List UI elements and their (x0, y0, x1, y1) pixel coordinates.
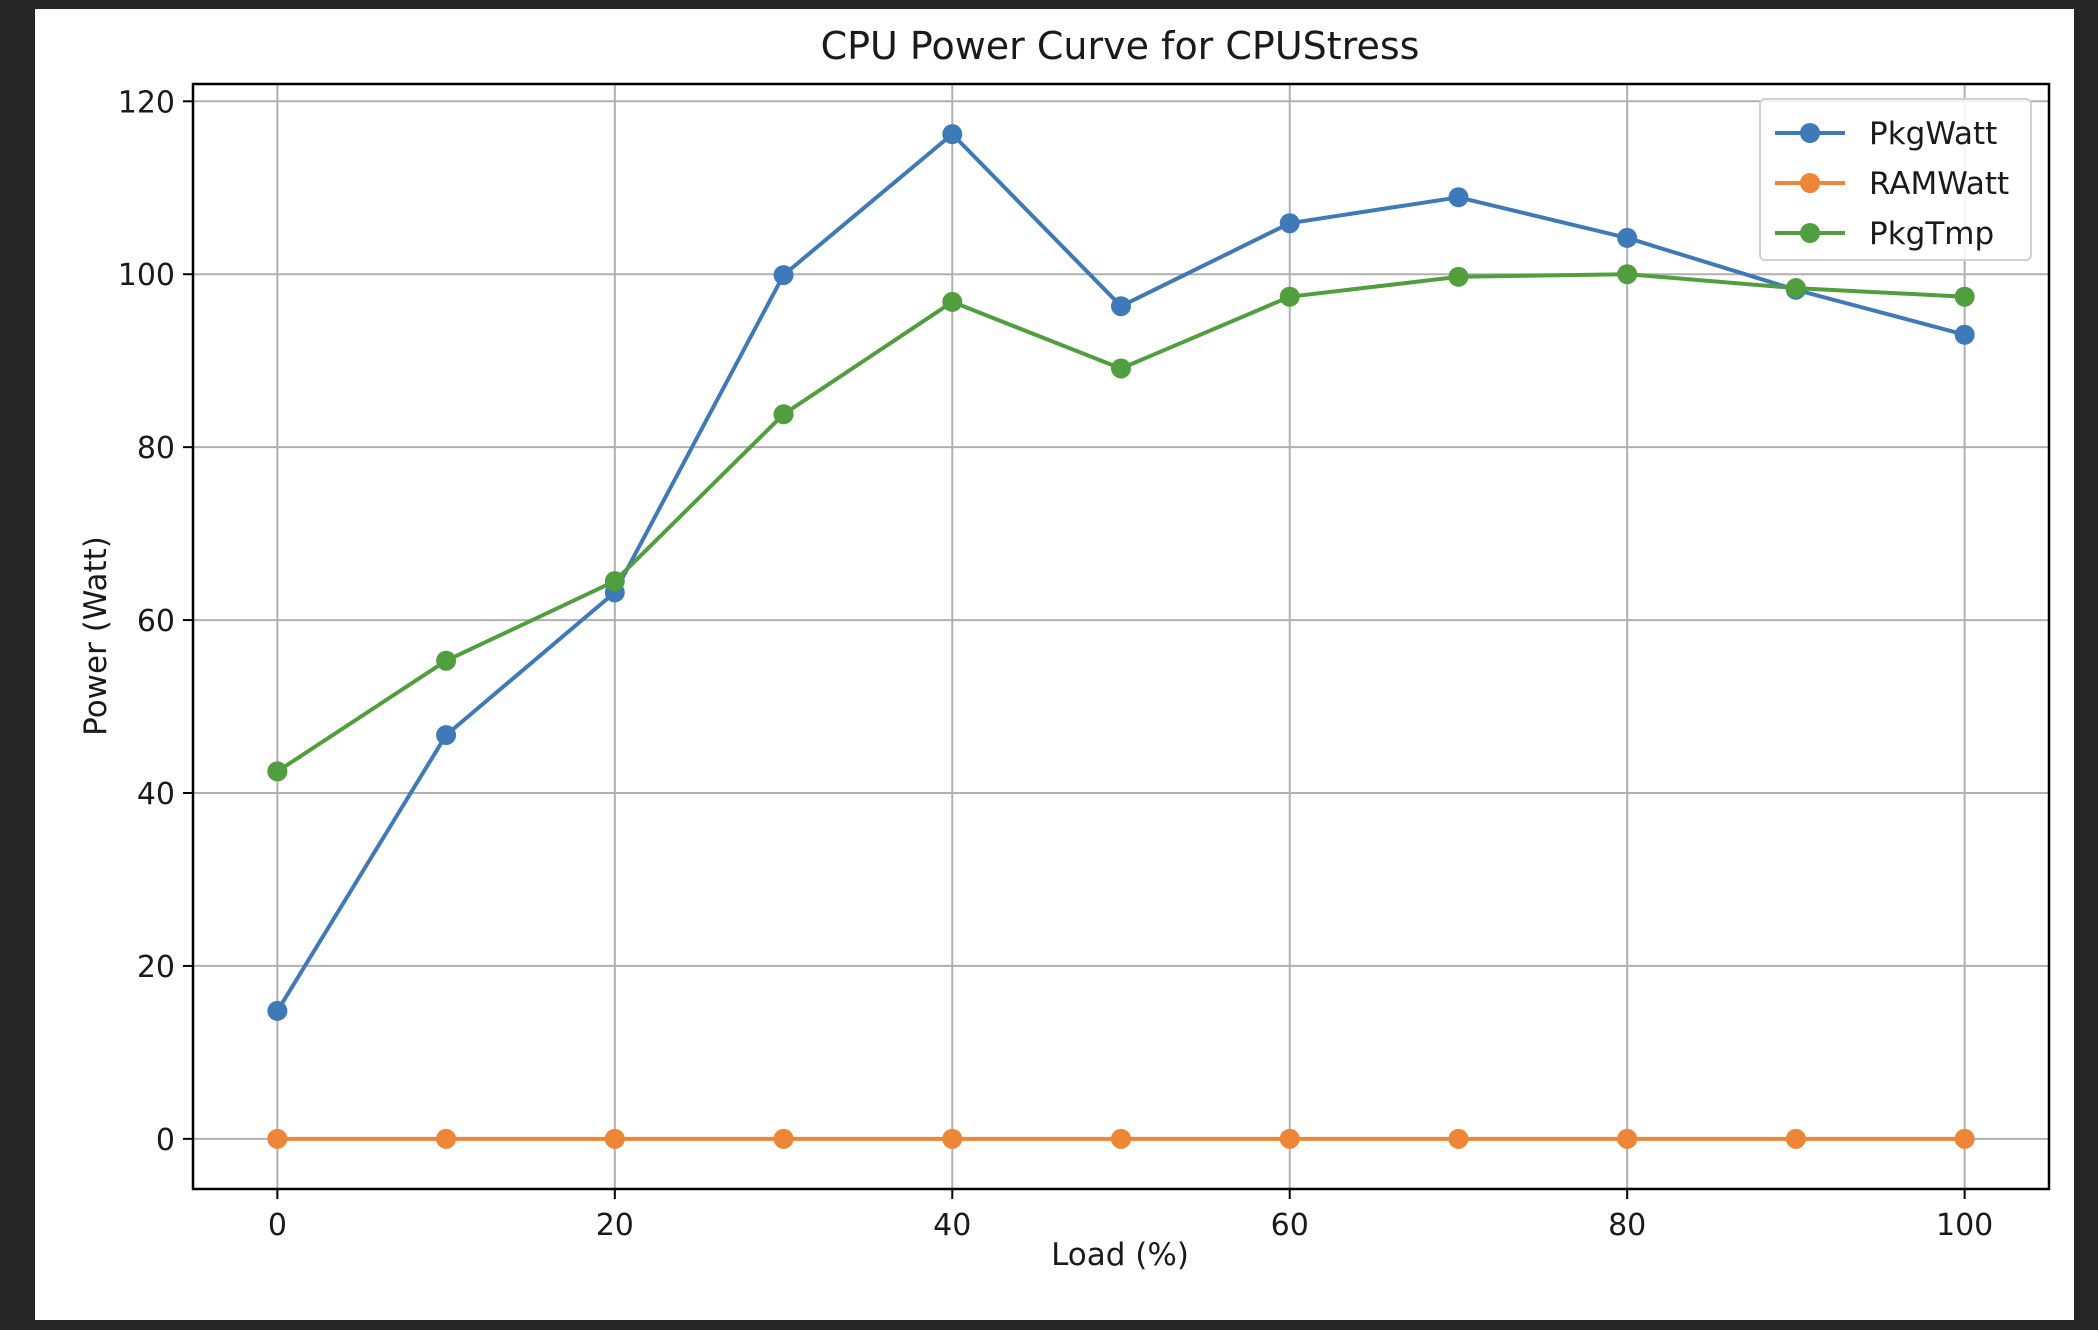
data-point (942, 1128, 963, 1149)
data-point (1617, 227, 1638, 248)
legend-label: PkgTmp (1869, 216, 1994, 252)
series-ramwatt (267, 1128, 1975, 1149)
data-point (1785, 1128, 1806, 1149)
data-point (1954, 286, 1975, 307)
data-point (1279, 1128, 1300, 1149)
series-pkgtmp (267, 264, 1975, 782)
data-point (267, 1128, 288, 1149)
y-tick-label: 20 (137, 950, 175, 985)
y-tick-label: 60 (137, 604, 175, 639)
data-point (1448, 1128, 1469, 1149)
legend-label: RAMWatt (1869, 166, 2009, 202)
series-pkgwatt (267, 124, 1975, 1021)
data-point (773, 1128, 794, 1149)
legend-item: PkgTmp (1775, 216, 1994, 252)
data-point (1448, 266, 1469, 287)
x-tick-label: 0 (268, 1208, 287, 1243)
data-point (1954, 1128, 1975, 1149)
data-point (604, 571, 625, 592)
x-tick-label: 80 (1608, 1208, 1646, 1243)
y-tick-label: 0 (156, 1123, 175, 1158)
x-axis-ticks: 0 20 40 60 80 100 (268, 1189, 1993, 1243)
data-point (1111, 296, 1131, 317)
chart-title: CPU Power Curve for CPUStress (821, 24, 1420, 68)
data-point (436, 725, 457, 746)
y-tick-label: 40 (137, 777, 175, 812)
data-point (773, 265, 794, 286)
data-point (1279, 286, 1300, 307)
legend-item: RAMWatt (1775, 166, 2009, 202)
y-axis-label: Power (Watt) (78, 536, 114, 736)
y-tick-label: 80 (137, 431, 175, 466)
legend-marker (1800, 173, 1820, 193)
data-point (942, 291, 963, 312)
data-point (773, 404, 794, 425)
legend: PkgWatt RAMWatt PkgTmp (1759, 98, 2032, 261)
plot-area (191, 82, 2051, 1191)
legend-marker (1800, 123, 1820, 143)
data-point (1785, 278, 1806, 299)
figure-canvas: CPU Power Curve for CPUStress 0 20 40 60 80 1… (35, 9, 2074, 1320)
legend-box (1759, 98, 2032, 261)
y-tick-label: 120 (118, 85, 175, 120)
data-point (1279, 213, 1300, 234)
x-tick-label: 100 (1936, 1208, 1993, 1243)
y-axis-ticks: 0 20 40 60 80 100 120 (118, 85, 193, 1158)
y-tick-label: 100 (118, 258, 175, 293)
legend-item: PkgWatt (1775, 116, 1997, 152)
x-tick-label: 20 (596, 1208, 634, 1243)
data-point (1617, 1128, 1638, 1149)
data-point (267, 761, 288, 782)
data-point (436, 650, 457, 671)
data-point (1111, 1128, 1131, 1149)
x-tick-label: 40 (933, 1208, 971, 1243)
data-point (436, 1128, 457, 1149)
series-line (276, 272, 1965, 774)
series-line (275, 132, 1966, 1012)
legend-label: PkgWatt (1869, 116, 1997, 152)
x-tick-label: 60 (1271, 1208, 1309, 1243)
line-chart: CPU Power Curve for CPUStress 0 20 40 60 80 1… (78, 24, 2051, 1273)
gridlines (193, 84, 2049, 1189)
data-point (604, 1128, 625, 1149)
data-point (1448, 187, 1469, 208)
data-point (1111, 358, 1131, 379)
x-axis-label: Load (%) (1051, 1237, 1189, 1273)
data-point (267, 1000, 288, 1021)
data-point (1617, 264, 1638, 285)
legend-marker (1800, 223, 1820, 243)
series-group (267, 124, 1975, 1149)
data-point (942, 124, 963, 145)
data-point (1954, 324, 1975, 345)
